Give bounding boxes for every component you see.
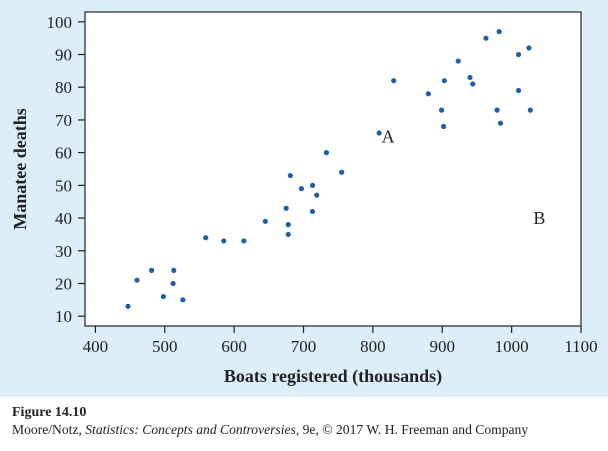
data-point [298,186,305,192]
plot-area [84,11,582,327]
data-point [221,238,227,244]
x-tick-label: 400 [83,337,109,356]
data-point [160,293,166,300]
data-point [180,297,186,303]
y-tick-label: 70 [55,111,72,130]
data-point [285,231,291,238]
data-point [203,235,209,241]
annotations: AB [382,126,546,228]
x-tick-label: 800 [360,337,386,356]
y-axis: 10 20 30 40 50 60 70 80 90 100 [47,13,85,326]
x-tick-label: 700 [291,337,317,356]
x-tick-label: 1100 [564,337,597,356]
y-tick-label: 10 [55,307,72,326]
credit-line: Moore/Notz, Statistics: Concepts and Con… [12,421,604,439]
credit-rest: , 9e, © 2017 W. H. Freeman and Company [295,422,529,437]
y-tick-label: 30 [55,242,72,261]
credit-book-title: Statistics: Concepts and Controversies [85,422,296,437]
y-tick-label: 100 [47,13,73,32]
data-point [441,123,447,130]
figure-caption: Figure 14.10 Moore/Notz, Statistics: Con… [12,404,604,439]
data-point [171,267,177,273]
x-axis: 400 500 600 700 800 900 1000 1100 [83,326,598,356]
y-tick-label: 50 [55,176,72,195]
data-point [125,303,131,309]
data-point [170,280,176,287]
data-point [515,51,522,58]
data-points [125,29,533,309]
data-point [438,107,445,113]
data-point [283,205,289,211]
x-axis-title: Boats registered (thousands) [224,366,442,387]
data-point [527,107,533,113]
data-point [309,182,316,188]
credit-authors: Moore/Notz, [12,422,86,437]
x-tick-label: 500 [152,337,178,356]
data-point [515,87,522,94]
annotation-a: A [382,126,395,146]
data-point [441,78,447,84]
data-point [134,277,140,283]
data-point [309,208,316,215]
data-point [339,169,345,175]
y-tick-label: 90 [55,46,72,65]
y-axis-title: Manatee deaths [10,108,30,229]
data-point [497,120,504,126]
data-point [262,218,268,224]
data-point [455,58,461,64]
x-tick-label: 1000 [495,337,529,356]
data-point [496,29,502,35]
y-tick-label: 80 [55,78,72,97]
data-point [470,81,476,87]
y-tick-label: 40 [55,209,72,228]
y-tick-label: 20 [55,274,72,293]
data-point [526,45,532,51]
data-point [148,267,155,273]
scatter-chart: 10 20 30 40 50 60 70 80 90 100 400 500 600 700 800 900… [10,11,598,387]
data-point [285,222,291,228]
data-point [287,172,293,179]
data-point [483,35,489,41]
data-point [314,192,320,198]
data-point [467,74,473,81]
x-tick-label: 900 [430,337,456,356]
data-point [425,91,431,97]
data-point [391,78,397,84]
data-point [494,107,500,113]
annotation-b: B [533,208,545,228]
y-tick-label: 60 [55,144,72,163]
data-point [323,150,330,156]
x-tick-label: 600 [221,337,247,356]
data-point [376,130,382,136]
figure-label: Figure 14.10 [12,405,87,420]
data-point [241,238,247,244]
